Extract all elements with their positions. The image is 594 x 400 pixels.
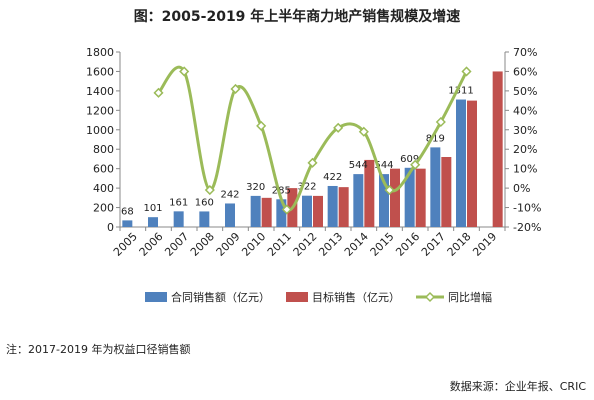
growth-point xyxy=(461,66,472,77)
bar-data-label: 285 xyxy=(272,185,291,196)
growth-line-layer xyxy=(153,65,472,215)
bar-data-label: 819 xyxy=(426,133,445,144)
x-tick-label: 2009 xyxy=(214,230,243,259)
bar-data-label: 101 xyxy=(143,203,162,214)
bar-contract-sales xyxy=(379,174,389,227)
x-tick-label: 2010 xyxy=(239,230,268,259)
legend: 合同销售额（亿元） 目标销售（亿元） 同比增幅 xyxy=(145,290,492,304)
right-tick-label: -10% xyxy=(513,202,541,215)
legend-label: 合同销售额（亿元） xyxy=(171,290,270,304)
right-tick-label: 50% xyxy=(513,85,537,98)
x-tick-label: 2005 xyxy=(111,230,140,259)
right-tick-label: 20% xyxy=(513,143,537,156)
source-note: 数据来源：企业年报、CRIC xyxy=(449,380,586,393)
footnote: 注：2017-2019 年为权益口径销售额 xyxy=(6,343,191,356)
growth-point xyxy=(410,159,421,170)
bar-contract-sales xyxy=(122,220,133,227)
legend-label: 目标销售（亿元） xyxy=(312,290,400,304)
bar-data-label: 609 xyxy=(400,154,419,165)
bar-contract-sales xyxy=(302,195,312,227)
bar-data-label: 544 xyxy=(374,160,393,171)
x-tick-label: 2008 xyxy=(188,230,217,259)
right-tick-label: 30% xyxy=(513,124,537,137)
bar-contract-sales xyxy=(327,185,338,227)
bar-data-label: 160 xyxy=(195,197,214,208)
x-tick-label: 2012 xyxy=(291,230,320,259)
growth-point xyxy=(384,184,395,196)
left-tick-label: 600 xyxy=(93,163,114,176)
right-tick-label: 0% xyxy=(513,182,530,195)
x-tick-label: 2014 xyxy=(342,230,371,259)
legend-swatch-contract-sales xyxy=(145,292,167,302)
growth-point xyxy=(333,122,344,133)
right-tick-label: 40% xyxy=(513,104,537,117)
x-tick-label: 2013 xyxy=(316,230,345,259)
x-tick-label: 2019 xyxy=(470,230,499,259)
x-tick-label: 2007 xyxy=(162,230,191,259)
left-tick-label: 0 xyxy=(107,221,114,234)
x-tick-label: 2017 xyxy=(419,230,448,259)
legend-swatch-growth-marker xyxy=(424,291,436,303)
bar-contract-sales xyxy=(456,99,466,227)
bar-data-label: 242 xyxy=(220,189,239,200)
bar-data-label: 161 xyxy=(169,197,188,208)
bar-target-sales xyxy=(364,159,375,227)
bar-labels-layer: 68 101 161 160 242 320 285 322 422 544 544 609 819 13… xyxy=(121,86,474,218)
left-tick-label: 1200 xyxy=(86,104,114,117)
x-tick-label: 2011 xyxy=(265,230,294,259)
growth-point xyxy=(204,184,215,196)
growth-point xyxy=(153,87,164,98)
x-tick-label: 2016 xyxy=(393,230,422,259)
left-tick-label: 1400 xyxy=(86,85,114,98)
right-tick-label: 10% xyxy=(513,163,537,176)
growth-point xyxy=(281,204,292,215)
bar-target-sales xyxy=(492,71,503,227)
x-tick-label: 2018 xyxy=(445,230,474,259)
bar-contract-sales xyxy=(173,211,184,227)
growth-point xyxy=(179,66,190,77)
growth-point xyxy=(358,126,369,137)
bar-target-sales xyxy=(338,187,349,227)
left-tick-label: 400 xyxy=(93,182,114,195)
legend-label: 同比增幅 xyxy=(448,290,492,304)
growth-point xyxy=(307,157,318,168)
bar-data-label: 68 xyxy=(121,206,134,217)
left-tick-label: 1000 xyxy=(86,124,114,137)
x-tick-label: 2015 xyxy=(368,230,397,259)
bar-contract-sales xyxy=(430,147,441,227)
bar-data-label: 320 xyxy=(246,182,265,193)
bar-data-label: 544 xyxy=(349,160,368,171)
bar-data-label: 1311 xyxy=(448,86,473,97)
bar-data-label: 322 xyxy=(297,182,316,193)
bars-layer xyxy=(122,71,503,227)
bar-target-sales xyxy=(441,157,452,227)
bar-contract-sales xyxy=(404,167,415,227)
bar-contract-sales xyxy=(276,199,287,227)
bar-target-sales xyxy=(261,197,272,227)
growth-point xyxy=(230,83,241,95)
left-tick-label: 200 xyxy=(93,202,114,215)
left-tick-label: 1800 xyxy=(86,46,114,59)
bar-contract-sales xyxy=(225,203,235,227)
bar-data-label: 422 xyxy=(323,172,342,183)
bar-contract-sales xyxy=(250,195,261,227)
bar-target-sales xyxy=(313,195,323,227)
bar-target-sales xyxy=(415,168,426,227)
left-tick-label: 1600 xyxy=(86,65,114,78)
bar-target-sales xyxy=(467,100,477,227)
bar-target-sales xyxy=(390,168,400,227)
bar-contract-sales xyxy=(199,211,210,227)
left-tick-label: 800 xyxy=(93,143,114,156)
legend-swatch-target-sales xyxy=(286,292,308,302)
chart-title: 图：2005-2019 年上半年商力地产销售规模及增速 xyxy=(133,9,461,25)
bar-contract-sales xyxy=(148,217,158,227)
right-tick-label: -20% xyxy=(513,221,541,234)
right-tick-label: 60% xyxy=(513,65,537,78)
right-tick-label: 70% xyxy=(513,46,537,59)
bar-contract-sales xyxy=(353,174,364,227)
x-tick-label: 2006 xyxy=(137,230,166,259)
growth-point xyxy=(435,116,446,128)
growth-point xyxy=(256,120,267,131)
